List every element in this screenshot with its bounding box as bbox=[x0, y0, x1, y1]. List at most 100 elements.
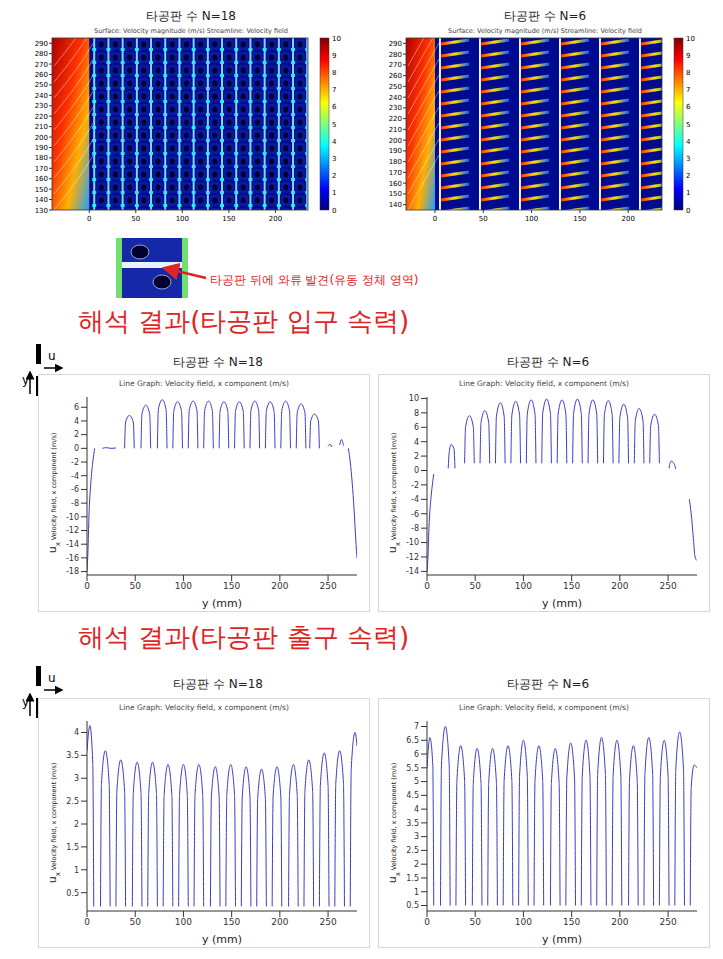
svg-text:50: 50 bbox=[129, 581, 141, 591]
svg-text:200: 200 bbox=[271, 581, 288, 591]
svg-text:-18: -18 bbox=[66, 567, 79, 576]
svg-text:6: 6 bbox=[414, 423, 419, 432]
svg-text:9: 9 bbox=[332, 52, 336, 60]
svg-text:y: y bbox=[22, 695, 29, 709]
svg-text:y (mm): y (mm) bbox=[542, 933, 582, 946]
svg-text:-2: -2 bbox=[71, 458, 79, 467]
svg-text:50: 50 bbox=[469, 581, 481, 591]
svg-text:7: 7 bbox=[332, 86, 336, 94]
svg-text:160: 160 bbox=[389, 180, 402, 188]
svg-text:240: 240 bbox=[389, 94, 402, 102]
svg-text:260: 260 bbox=[389, 72, 402, 80]
svg-text:-14: -14 bbox=[406, 567, 419, 576]
svg-text:0: 0 bbox=[433, 215, 437, 223]
svg-text:160: 160 bbox=[35, 175, 48, 183]
svg-text:-14: -14 bbox=[66, 540, 79, 549]
svg-text:2: 2 bbox=[686, 172, 690, 180]
svg-text:-6: -6 bbox=[411, 510, 419, 519]
svg-text:290: 290 bbox=[389, 40, 402, 48]
svg-text:0: 0 bbox=[414, 466, 419, 475]
svg-text:5.5: 5.5 bbox=[406, 764, 419, 773]
svg-text:u: u bbox=[48, 349, 56, 363]
svg-text:-6: -6 bbox=[71, 485, 79, 494]
svg-text:250: 250 bbox=[389, 83, 402, 91]
svg-text:50: 50 bbox=[129, 917, 141, 927]
svg-text:6: 6 bbox=[414, 750, 419, 759]
svg-text:270: 270 bbox=[389, 61, 402, 69]
svg-text:0: 0 bbox=[424, 917, 430, 927]
svg-text:250: 250 bbox=[659, 917, 676, 927]
svg-text:250: 250 bbox=[319, 581, 336, 591]
svg-text:270: 270 bbox=[35, 61, 48, 69]
svg-text:280: 280 bbox=[389, 51, 402, 59]
svg-text:220: 220 bbox=[35, 113, 48, 121]
svg-text:1: 1 bbox=[74, 866, 79, 875]
svg-text:2: 2 bbox=[414, 860, 419, 869]
svg-text:100: 100 bbox=[525, 215, 538, 223]
svg-text:200: 200 bbox=[389, 137, 402, 145]
svg-text:-8: -8 bbox=[71, 499, 79, 508]
svg-text:1.5: 1.5 bbox=[66, 843, 79, 852]
svg-text:7: 7 bbox=[686, 86, 690, 94]
svg-text:50: 50 bbox=[131, 215, 140, 223]
svg-text:9: 9 bbox=[686, 52, 690, 60]
svg-text:150: 150 bbox=[223, 917, 240, 927]
svg-text:180: 180 bbox=[389, 158, 402, 166]
svg-text:y: y bbox=[22, 373, 29, 387]
svg-text:8: 8 bbox=[332, 69, 336, 77]
svg-text:170: 170 bbox=[35, 165, 48, 173]
svg-text:0.5: 0.5 bbox=[66, 889, 79, 898]
svg-text:140: 140 bbox=[389, 201, 402, 209]
svg-text:3: 3 bbox=[332, 155, 336, 163]
svg-text:1: 1 bbox=[332, 189, 336, 197]
svg-text:200: 200 bbox=[271, 917, 288, 927]
svg-text:150: 150 bbox=[389, 190, 402, 198]
svg-text:2: 2 bbox=[414, 452, 419, 461]
svg-text:150: 150 bbox=[223, 581, 240, 591]
svg-text:-16: -16 bbox=[66, 554, 79, 563]
svg-text:4: 4 bbox=[686, 138, 691, 146]
svg-text:250: 250 bbox=[35, 81, 48, 89]
svg-text:250: 250 bbox=[319, 917, 336, 927]
svg-text:0: 0 bbox=[332, 207, 336, 215]
svg-text:6.5: 6.5 bbox=[406, 736, 419, 745]
svg-text:-10: -10 bbox=[66, 513, 79, 522]
svg-text:-4: -4 bbox=[411, 495, 419, 504]
svg-text:100: 100 bbox=[176, 215, 189, 223]
svg-text:200: 200 bbox=[35, 134, 48, 142]
svg-text:150: 150 bbox=[573, 215, 586, 223]
svg-text:2: 2 bbox=[332, 172, 336, 180]
svg-text:150: 150 bbox=[222, 215, 235, 223]
svg-text:200: 200 bbox=[611, 581, 628, 591]
svg-text:6: 6 bbox=[686, 103, 691, 111]
svg-text:280: 280 bbox=[35, 50, 48, 58]
svg-text:-12: -12 bbox=[406, 553, 419, 562]
svg-text:0: 0 bbox=[87, 215, 91, 223]
svg-text:u: u bbox=[48, 671, 56, 685]
svg-text:0: 0 bbox=[84, 917, 90, 927]
svg-text:3: 3 bbox=[74, 774, 79, 783]
svg-text:290: 290 bbox=[35, 40, 48, 48]
svg-text:4: 4 bbox=[74, 417, 79, 426]
svg-text:140: 140 bbox=[35, 196, 48, 204]
svg-text:4: 4 bbox=[414, 438, 419, 447]
svg-text:4.5: 4.5 bbox=[406, 791, 419, 800]
svg-text:4: 4 bbox=[414, 805, 419, 814]
svg-text:130: 130 bbox=[35, 207, 48, 215]
svg-text:2.5: 2.5 bbox=[406, 846, 419, 855]
svg-text:5: 5 bbox=[414, 777, 419, 786]
svg-text:2: 2 bbox=[74, 820, 79, 829]
svg-text:190: 190 bbox=[35, 144, 48, 152]
svg-text:220: 220 bbox=[389, 115, 402, 123]
svg-text:3: 3 bbox=[414, 832, 419, 841]
svg-text:200: 200 bbox=[622, 215, 635, 223]
svg-text:200: 200 bbox=[269, 215, 282, 223]
svg-text:2.5: 2.5 bbox=[66, 797, 79, 806]
svg-text:6: 6 bbox=[332, 103, 337, 111]
svg-text:0: 0 bbox=[686, 207, 690, 215]
svg-text:150: 150 bbox=[563, 917, 580, 927]
svg-text:8: 8 bbox=[686, 69, 690, 77]
svg-text:-4: -4 bbox=[71, 472, 79, 481]
svg-text:y (mm): y (mm) bbox=[202, 597, 242, 610]
svg-text:100: 100 bbox=[175, 917, 192, 927]
